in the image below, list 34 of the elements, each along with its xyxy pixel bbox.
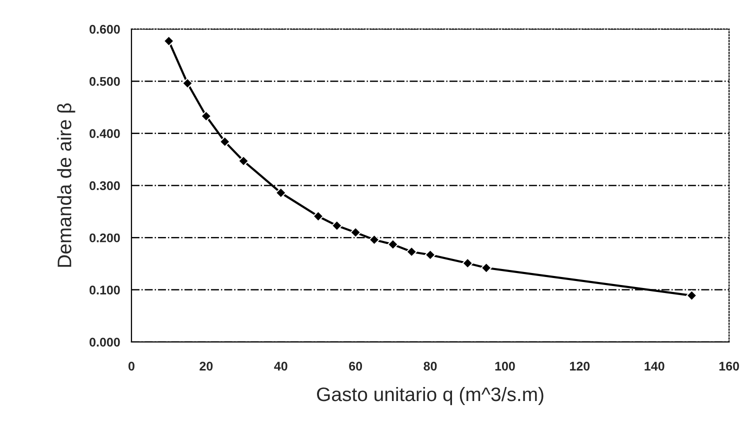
point (238, 156, 249, 166)
point (312, 210, 324, 222)
y-tick-label: 0.000 (90, 338, 120, 347)
x-tick-label: 0 (128, 362, 134, 371)
point (350, 227, 362, 238)
point (406, 246, 418, 258)
point (331, 220, 342, 232)
point (387, 239, 398, 250)
point (462, 258, 474, 269)
x-tick-label: 60 (349, 362, 362, 371)
point (275, 187, 286, 198)
x-tick-label: 140 (644, 362, 664, 371)
point (219, 136, 230, 148)
x-tick-label: 20 (200, 362, 213, 371)
x-tick-label: 160 (719, 362, 739, 371)
point (182, 78, 193, 89)
point (424, 249, 436, 260)
y-tick-label: 0.100 (90, 286, 120, 294)
y-axis-title: Demanda de aire β (57, 103, 76, 267)
y-tick-label: 0.500 (90, 77, 120, 86)
x-tick-label: 120 (570, 362, 590, 371)
y-tick-label: 0.400 (90, 129, 120, 138)
x-tick-label: 100 (495, 362, 515, 371)
point (480, 262, 492, 274)
y-tick-label: 0.600 (90, 24, 120, 34)
point (686, 290, 698, 301)
x-tick-label: 40 (274, 362, 288, 371)
point (163, 36, 174, 46)
point (368, 234, 380, 246)
point (200, 110, 212, 122)
x-axis-title: Gasto unitario q (m^3/s.m) (317, 386, 544, 406)
y-tick-label: 0.300 (90, 181, 120, 190)
x-tick-label: 80 (424, 362, 437, 371)
y-tick-label: 0.200 (90, 233, 120, 242)
